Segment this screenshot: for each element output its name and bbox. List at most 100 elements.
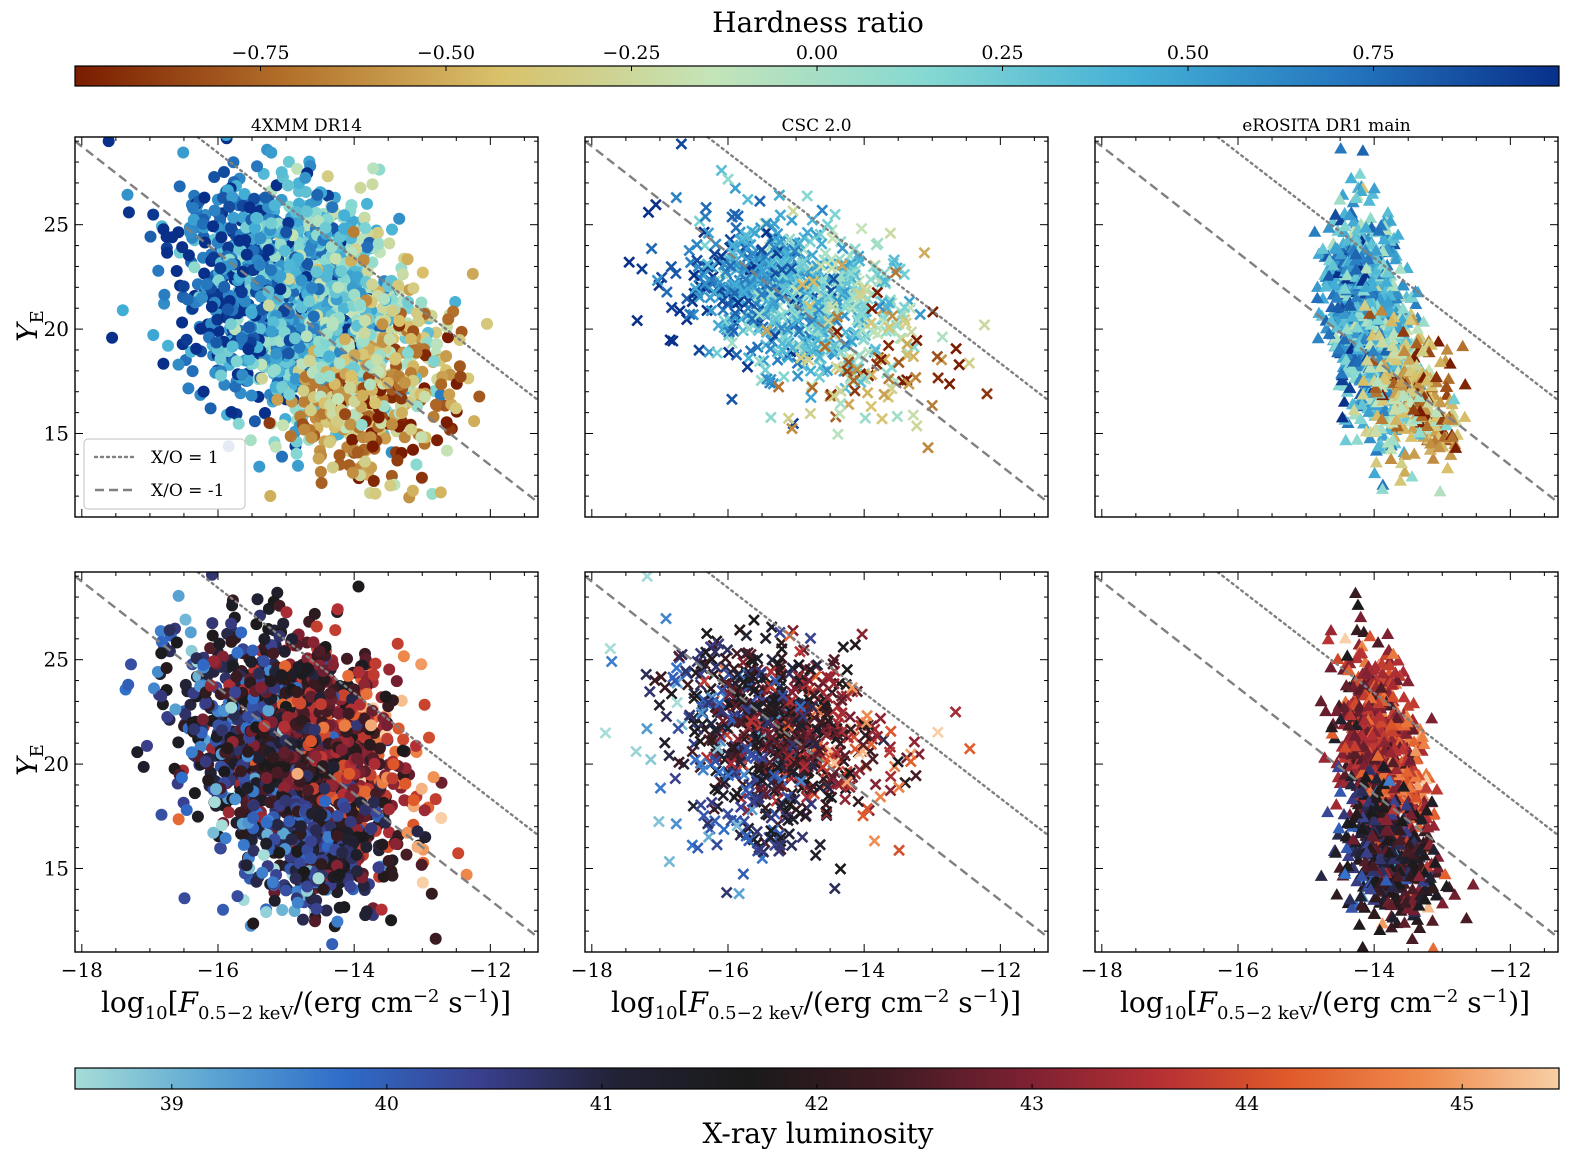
data-point xyxy=(332,281,344,294)
data-point xyxy=(1394,375,1408,387)
data-point xyxy=(1355,398,1369,410)
data-point xyxy=(669,267,682,280)
data-point xyxy=(370,353,383,366)
data-point xyxy=(264,490,277,502)
data-point xyxy=(1399,337,1413,350)
data-point xyxy=(158,288,171,301)
data-point xyxy=(102,137,115,148)
data-point xyxy=(1441,461,1455,474)
data-point xyxy=(760,217,773,230)
data-point xyxy=(1339,433,1353,446)
data-point xyxy=(1335,367,1349,379)
data-point xyxy=(786,342,799,354)
data-point xyxy=(369,397,382,410)
data-point xyxy=(683,308,696,321)
data-point xyxy=(364,378,376,391)
data-point xyxy=(243,201,256,214)
data-point xyxy=(869,343,882,356)
data-point xyxy=(226,340,239,353)
data-point xyxy=(785,214,798,227)
data-point xyxy=(147,329,160,341)
data-point xyxy=(392,279,405,292)
data-point xyxy=(1363,431,1377,444)
data-point xyxy=(319,221,332,234)
data-point xyxy=(182,382,195,395)
data-point xyxy=(725,393,738,406)
colorbar-tick-label: 43 xyxy=(1020,1093,1044,1115)
data-point xyxy=(1340,322,1354,335)
data-point xyxy=(730,348,743,361)
data-point xyxy=(172,736,185,749)
data-point xyxy=(787,205,800,218)
data-point xyxy=(884,227,897,240)
data-point xyxy=(231,646,244,659)
colorbar-tick-label: 0.00 xyxy=(796,42,838,64)
data-point xyxy=(804,391,817,404)
data-point xyxy=(418,390,431,403)
data-point xyxy=(782,412,795,425)
data-point xyxy=(1349,191,1363,203)
data-point xyxy=(859,412,872,425)
data-point xyxy=(264,264,277,277)
data-point xyxy=(250,212,263,224)
data-point xyxy=(883,296,896,309)
data-point xyxy=(786,422,798,435)
data-point xyxy=(1322,221,1336,233)
data-point xyxy=(218,280,231,293)
data-point xyxy=(1333,193,1347,205)
panel-title: eROSITA DR1 main xyxy=(1242,116,1411,136)
data-point xyxy=(1372,224,1386,236)
data-point xyxy=(1366,344,1380,357)
data-point xyxy=(152,264,165,277)
data-point xyxy=(1347,215,1360,227)
data-point xyxy=(1337,315,1351,327)
data-point xyxy=(711,347,724,359)
data-point xyxy=(1343,299,1357,311)
data-point xyxy=(1404,430,1418,442)
data-point xyxy=(715,164,728,177)
data-point xyxy=(236,368,249,381)
data-point xyxy=(1378,372,1391,384)
data-point xyxy=(481,317,493,330)
data-point xyxy=(769,313,782,325)
data-point xyxy=(314,372,327,385)
data-point xyxy=(222,241,235,254)
data-point xyxy=(1350,433,1364,445)
data-point xyxy=(407,443,419,456)
xo-minus-one-line xyxy=(585,140,1048,504)
data-point xyxy=(862,346,875,359)
data-point xyxy=(804,407,817,420)
data-point xyxy=(356,389,369,402)
data-point xyxy=(1337,225,1351,237)
data-point xyxy=(359,455,371,468)
data-point xyxy=(187,213,200,226)
data-point xyxy=(276,450,288,463)
data-point xyxy=(702,260,715,273)
data-point xyxy=(290,447,303,460)
data-point xyxy=(898,301,911,314)
data-point xyxy=(819,247,832,260)
data-point xyxy=(289,332,301,345)
data-point xyxy=(1308,225,1322,237)
data-point xyxy=(773,189,786,202)
data-point xyxy=(1356,144,1370,156)
data-point xyxy=(732,296,744,309)
data-point xyxy=(1387,327,1401,339)
data-point xyxy=(233,234,246,247)
data-point xyxy=(346,466,359,479)
data-point xyxy=(737,286,750,299)
data-point xyxy=(831,428,844,441)
data-point xyxy=(1362,194,1376,206)
data-point xyxy=(735,249,748,261)
data-point xyxy=(270,347,283,360)
data-point xyxy=(791,370,804,383)
data-point xyxy=(1377,233,1391,245)
data-point xyxy=(1424,437,1438,449)
data-point xyxy=(755,288,768,301)
data-point xyxy=(827,273,840,285)
data-point xyxy=(473,390,486,403)
data-point xyxy=(1420,419,1434,431)
data-point xyxy=(885,382,898,395)
legend: X/O = 1X/O = -1 xyxy=(83,438,246,510)
colorbar-tick-label: 40 xyxy=(375,1093,399,1115)
